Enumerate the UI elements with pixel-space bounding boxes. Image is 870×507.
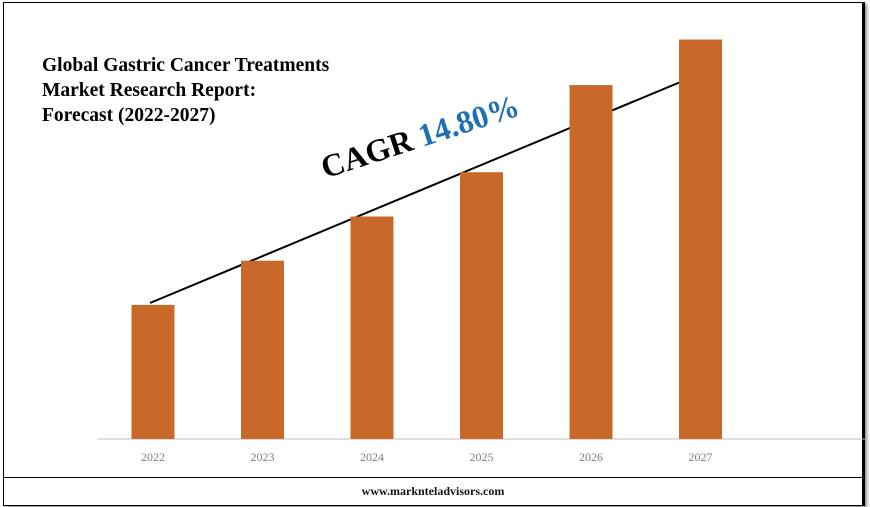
footer-url[interactable]: www.marknteladvisors.com bbox=[361, 484, 505, 498]
footer-bar: www.marknteladvisors.com bbox=[3, 478, 865, 506]
chart-title: Global Gastric Cancer Treatments Market … bbox=[42, 55, 330, 126]
x-tick-label-2022: 2022 bbox=[141, 450, 165, 464]
x-tick-label-2025: 2025 bbox=[470, 450, 494, 464]
bar-2023 bbox=[241, 260, 284, 439]
x-tick-label-2023: 2023 bbox=[251, 450, 275, 464]
bar-chart: 2022 2023 2024 2025 2026 2027 bbox=[97, 39, 865, 464]
x-tick-label-2026: 2026 bbox=[579, 450, 603, 464]
x-tick-label-2027: 2027 bbox=[689, 450, 713, 464]
bar-2027 bbox=[679, 39, 722, 439]
bar-2025 bbox=[460, 172, 503, 439]
bar-2024 bbox=[350, 216, 394, 439]
bar-group bbox=[131, 39, 722, 439]
bar-2026 bbox=[569, 85, 613, 439]
x-tick-labels: 2022 2023 2024 2025 2026 2027 bbox=[141, 450, 713, 464]
bar-2022 bbox=[131, 304, 175, 439]
x-tick-label-2024: 2024 bbox=[360, 450, 384, 464]
